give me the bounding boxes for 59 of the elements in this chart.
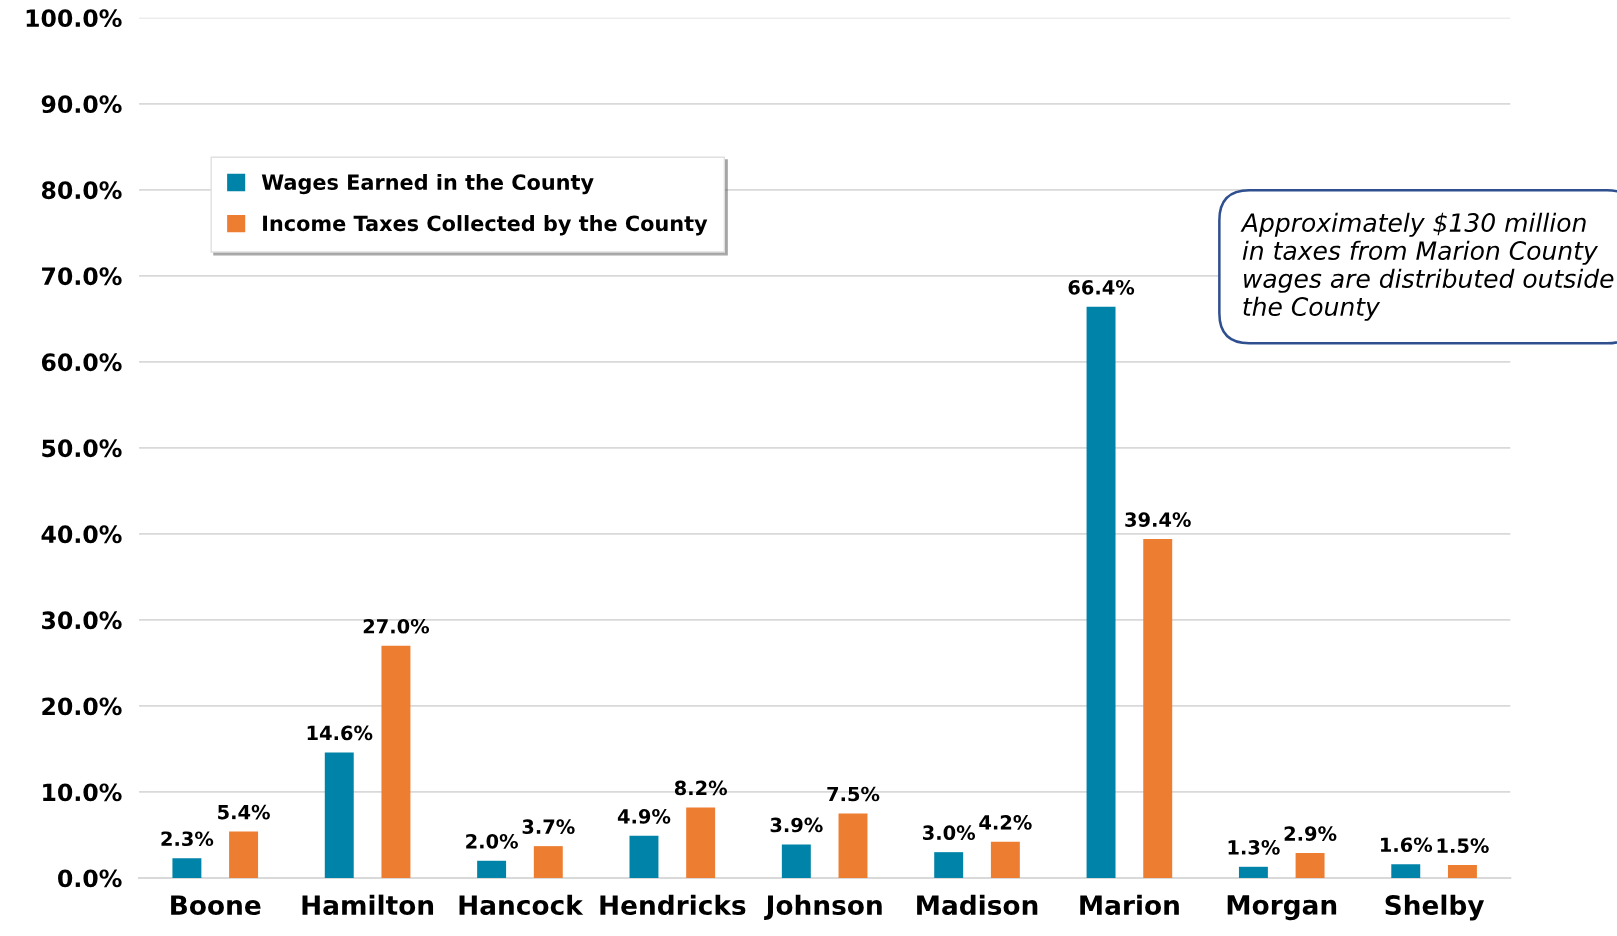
y-tick-label: 20.0% (42, 697, 122, 716)
x-tick-label: Hendricks (600, 894, 746, 916)
legend-label: Income Taxes Collected by the County (263, 215, 708, 236)
data-label: 8.2% (674, 780, 727, 796)
data-label: 1.6% (1380, 837, 1433, 853)
x-tick-label: Shelby (1385, 894, 1485, 921)
bar (172, 858, 202, 878)
data-label: 5.4% (218, 804, 270, 820)
data-label: 39.4% (1125, 512, 1191, 527)
y-tick-label: 0.0% (58, 869, 122, 888)
x-tick-label: Hamilton (302, 894, 434, 916)
x-tick-label: Morgan (1227, 895, 1337, 921)
y-tick-label: 80.0% (41, 181, 122, 200)
y-tick-label: 60.0% (41, 353, 122, 372)
data-label: 1.3% (1228, 839, 1280, 855)
bar (1391, 864, 1421, 878)
data-label: 3.9% (770, 817, 823, 833)
bar (1238, 866, 1268, 878)
data-label: 4.2% (979, 815, 1032, 830)
y-tick-label: 40.0% (41, 525, 122, 544)
bar (533, 846, 563, 878)
bar (629, 835, 659, 878)
data-label: 27.0% (363, 618, 430, 634)
bar (781, 844, 811, 878)
bar (381, 645, 411, 878)
bar (686, 807, 716, 878)
bar (229, 831, 259, 878)
y-tick-label: 30.0% (42, 611, 122, 630)
x-tick-label: Hancock (459, 894, 584, 916)
data-label: 2.9% (1284, 826, 1337, 841)
bar (1143, 539, 1173, 878)
y-tick-label: 100.0% (26, 9, 122, 28)
bar (477, 860, 507, 878)
data-label: 14.6% (307, 725, 373, 741)
data-label: 4.9% (617, 809, 671, 824)
x-tick-label: Madison (917, 894, 1038, 916)
y-tick-label: 50.0% (42, 439, 122, 458)
y-tick-label: 70.0% (42, 267, 122, 286)
bar (1447, 865, 1477, 878)
data-label: 2.0% (466, 833, 518, 849)
y-tick-label: 90.0% (41, 95, 122, 114)
bar (1086, 306, 1116, 878)
data-label: 3.7% (522, 819, 575, 835)
x-tick-label: Marion (1080, 894, 1179, 916)
data-label: 66.4% (1068, 280, 1135, 295)
data-label: 3.0% (923, 825, 976, 841)
bar (934, 852, 964, 878)
x-tick-label: Boone (171, 895, 261, 916)
bar (838, 813, 868, 878)
bar (324, 752, 354, 878)
bar (990, 841, 1020, 878)
data-label: 1.5% (1437, 838, 1489, 853)
data-label: 7.5% (827, 786, 880, 802)
annotation: Approximately $130 million in taxes from Marion County wages are distributed outside the County (1240, 212, 1614, 321)
legend-label: Wages Earned in the County (261, 173, 594, 195)
x-tick-label: Johnson (764, 894, 882, 920)
y-tick-label: 10.0% (43, 783, 122, 802)
bar (1295, 853, 1325, 878)
data-label: 2.3% (161, 831, 214, 847)
